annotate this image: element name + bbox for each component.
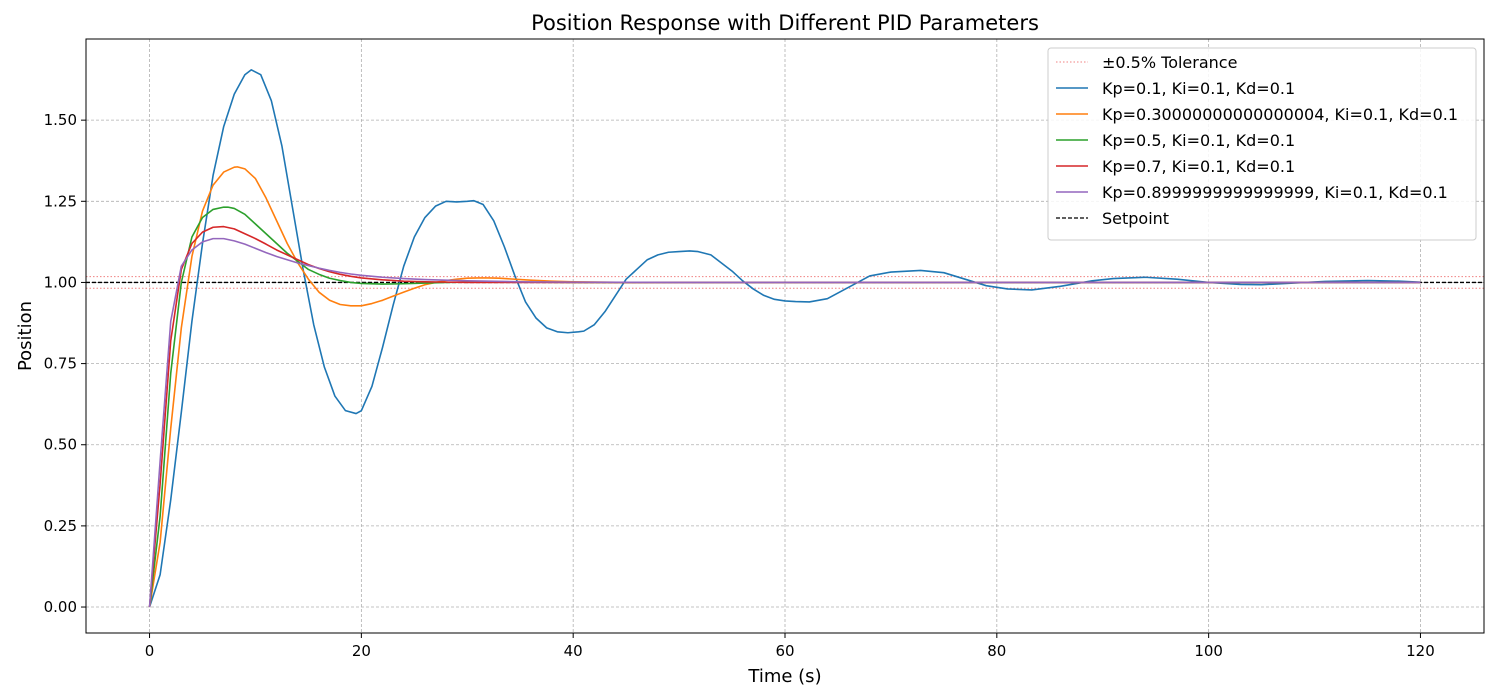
x-axis-label: Time (s) [747,666,821,687]
legend-label: Kp=0.5, Ki=0.1, Kd=0.1 [1102,131,1295,150]
legend-box [1047,47,1477,241]
y-tick-label: 1.25 [44,192,77,210]
legend-label: Kp=0.7, Ki=0.1, Kd=0.1 [1102,157,1295,176]
legend: ±0.5% Tolerance Kp=0.1, Ki=0.1, Kd=0.1 Kp=… [1047,47,1477,241]
y-tick-label: 1.50 [44,111,77,129]
x-tick-label: 60 [775,642,794,660]
y-tick-label: 0.50 [44,436,77,454]
legend-label: Kp=0.30000000000000004, Ki=0.1, Kd=0.1 [1102,105,1458,124]
chart-title: Position Response with Different PID Par… [531,11,1039,35]
grid [86,39,1484,633]
x-tick-label: 100 [1194,642,1223,660]
x-tick-label: 40 [564,642,583,660]
y-tick-label: 1.00 [44,273,77,291]
series-line-2 [148,166,1421,608]
series-line-1 [148,69,1421,608]
x-axis-ticks: 0 20 40 60 80 100 120 [145,633,1435,660]
y-tick-label: 0.00 [44,598,77,616]
x-tick-label: 120 [1406,642,1435,660]
series-group [148,69,1421,608]
x-tick-label: 0 [145,642,155,660]
y-axis-label: Position [15,301,36,371]
legend-label: Kp=0.8999999999999999, Ki=0.1, Kd=0.1 [1102,183,1448,202]
legend-label: Kp=0.1, Ki=0.1, Kd=0.1 [1102,79,1295,98]
legend-label: Setpoint [1102,209,1169,228]
x-tick-label: 80 [987,642,1006,660]
y-tick-label: 0.75 [44,355,77,373]
legend-label: ±0.5% Tolerance [1102,53,1237,72]
x-tick-label: 20 [352,642,371,660]
y-axis-ticks: 0.00 0.25 0.50 0.75 1.00 1.25 1.50 [44,111,86,616]
series-line-5 [148,237,1421,608]
y-tick-label: 0.25 [44,517,77,535]
